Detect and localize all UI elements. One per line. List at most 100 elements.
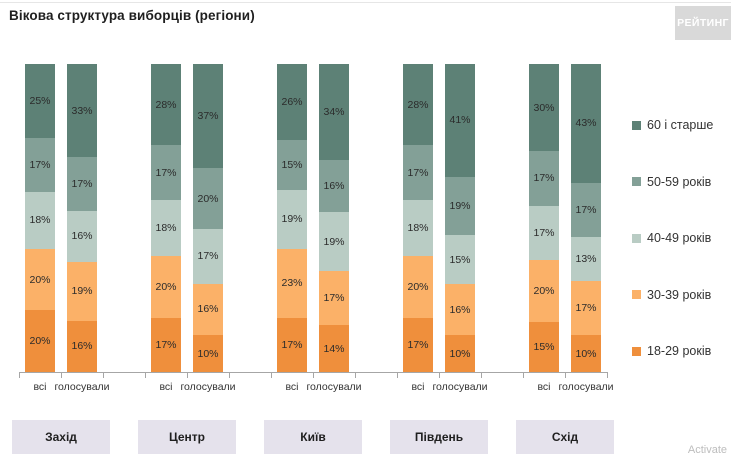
chart-title: Вікова структура виборців (регіони) xyxy=(9,8,255,23)
region-label: Центр xyxy=(138,420,236,454)
bar-segment: 17% xyxy=(25,138,55,193)
bar-segment: 17% xyxy=(403,317,433,372)
bar-segment: 20% xyxy=(25,310,55,372)
stacked-bar: 28% 17% 18% 20% 17% xyxy=(151,64,181,372)
stacked-bar: 41% 19% 15% 16% 10% xyxy=(445,64,475,372)
bar-segment: 15% xyxy=(277,140,307,190)
stacked-bar: 25% 17% 18% 20% 20% xyxy=(25,64,55,372)
bar-segment: 17% xyxy=(319,271,349,326)
legend-swatch-30-39-icon xyxy=(632,290,641,299)
bar-category-label: всі xyxy=(159,381,173,393)
bar-category-label: голосували xyxy=(558,381,614,393)
bar-segment: 20% xyxy=(151,256,181,318)
bar-segment: 16% xyxy=(67,210,97,263)
stacked-bar: 37% 20% 17% 16% 10% xyxy=(193,64,223,372)
bar-category-label: голосували xyxy=(432,381,488,393)
region-label: Схід xyxy=(516,420,614,454)
bar-segment: 13% xyxy=(571,236,601,282)
bar-segment: 18% xyxy=(403,199,433,257)
bar-segment: 26% xyxy=(277,64,307,141)
bar-segment: 17% xyxy=(67,157,97,211)
legend-item: 30-39 років xyxy=(632,288,713,302)
bar-segment: 17% xyxy=(529,205,559,261)
bar-category-label: всі xyxy=(411,381,425,393)
bar-segment: 30% xyxy=(529,64,559,152)
bar-category-label: всі xyxy=(537,381,551,393)
bar-segment: 43% xyxy=(571,64,601,183)
legend-label: 30-39 років xyxy=(647,287,712,302)
bar-segment: 28% xyxy=(403,64,433,146)
chart-plot-area: 25% 17% 18% 20% 20% 33% 17% 16% 19% 16% 28% 17% 18% 2… xyxy=(12,64,614,454)
bar-category-label: всі xyxy=(33,381,47,393)
region-label: Київ xyxy=(264,420,362,454)
bar-segment: 16% xyxy=(319,160,349,212)
bar-segment: 17% xyxy=(193,229,223,284)
bar-segment: 16% xyxy=(193,283,223,336)
stacked-bar: 43% 17% 13% 17% 10% xyxy=(571,64,601,372)
bars-grid: 25% 17% 18% 20% 20% 33% 17% 16% 19% 16% 28% 17% 18% 2… xyxy=(19,64,608,373)
bar-category-label: голосували xyxy=(180,381,236,393)
stacked-bar: 26% 15% 19% 23% 17% xyxy=(277,64,307,373)
legend-swatch-40-49-icon xyxy=(632,233,641,243)
bar-segment: 20% xyxy=(529,260,559,323)
region-labels-row: Захід Центр Київ Південь Схід xyxy=(12,420,614,454)
bar-segment: 17% xyxy=(529,151,559,206)
bar-segment: 17% xyxy=(151,145,181,200)
rating-logo: РЕЙТИНГ xyxy=(675,6,731,40)
bar-segment: 17% xyxy=(277,317,307,373)
bar-segment: 20% xyxy=(403,256,433,318)
bar-segment: 10% xyxy=(445,335,475,372)
legend-swatch-18-29-icon xyxy=(632,346,641,356)
bar-segment: 37% xyxy=(193,64,223,168)
bar-segment: 28% xyxy=(151,64,181,146)
bar-segment: 15% xyxy=(529,322,559,372)
legend-label: 60 і старше xyxy=(647,118,714,132)
bar-segment: 20% xyxy=(25,248,55,311)
bar-segment: 20% xyxy=(193,167,223,230)
bar-category-label: голосували xyxy=(306,381,362,393)
bar-segment: 14% xyxy=(319,325,349,372)
bar-category-label: всі xyxy=(285,381,299,393)
bar-segment: 17% xyxy=(151,317,181,372)
legend-item: 40-49 років xyxy=(632,231,713,245)
bar-segment: 33% xyxy=(67,64,97,158)
stacked-bar: 28% 17% 18% 20% 17% xyxy=(403,64,433,372)
activate-watermark: Activate xyxy=(687,444,727,456)
bar-category-label: голосували xyxy=(54,381,110,393)
bar-segment: 17% xyxy=(571,182,601,237)
stacked-bar: 30% 17% 17% 20% 15% xyxy=(529,64,559,372)
legend-item: 18-29 років xyxy=(632,344,713,358)
stacked-bar: 33% 17% 16% 19% 16% xyxy=(67,64,97,372)
bar-segment: 41% xyxy=(445,64,475,177)
bar-segment: 17% xyxy=(403,145,433,200)
legend-label: 40-49 років xyxy=(647,231,712,245)
stacked-bar: 34% 16% 19% 17% 14% xyxy=(319,64,349,372)
bar-segment: 25% xyxy=(25,64,55,138)
bar-labels-row: всі голосували всі голосували всі голосували в… xyxy=(19,381,613,393)
bar-segment: 19% xyxy=(277,189,307,249)
bar-segment: 16% xyxy=(67,320,97,372)
bar-segment: 10% xyxy=(193,335,223,372)
legend-item: 60 і старше xyxy=(632,118,713,132)
bar-segment: 18% xyxy=(151,199,181,257)
region-label: Захід xyxy=(12,420,110,454)
bar-segment: 15% xyxy=(445,235,475,285)
bar-segment: 16% xyxy=(445,284,475,336)
bar-segment: 19% xyxy=(445,176,475,236)
legend-label: 18-29 років xyxy=(647,344,712,358)
bar-segment: 19% xyxy=(319,212,349,272)
legend: 60 і старше 50-59 років 40-49 років 30-3… xyxy=(632,118,713,358)
top-divider xyxy=(0,2,731,3)
legend-swatch-50-59-icon xyxy=(632,177,641,186)
legend-swatch-60-plus-icon xyxy=(632,120,641,130)
x-axis-line xyxy=(19,372,608,378)
bar-segment: 19% xyxy=(67,262,97,321)
bar-segment: 17% xyxy=(571,281,601,336)
bar-segment: 18% xyxy=(25,192,55,249)
legend-label: 50-59 років xyxy=(647,174,712,189)
bar-segment: 10% xyxy=(571,335,601,372)
region-label: Південь xyxy=(390,420,488,454)
legend-item: 50-59 років xyxy=(632,175,713,189)
bar-segment: 23% xyxy=(277,248,307,318)
